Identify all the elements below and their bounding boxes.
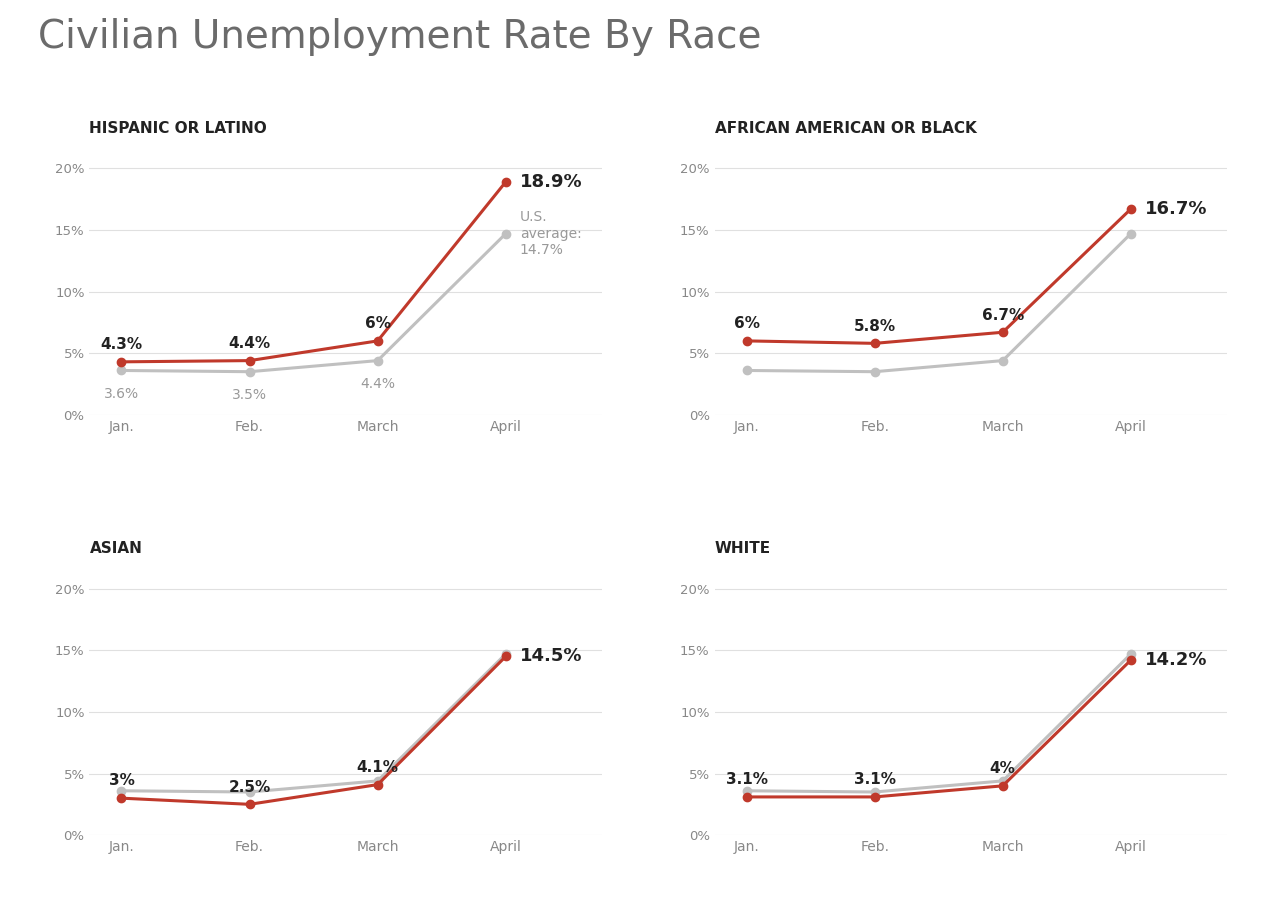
- Text: 5.8%: 5.8%: [854, 319, 896, 334]
- Text: 6%: 6%: [364, 316, 391, 331]
- Text: 14.2%: 14.2%: [1145, 651, 1208, 669]
- Text: 14.5%: 14.5%: [520, 647, 583, 665]
- Text: ASIAN: ASIAN: [89, 541, 142, 556]
- Text: 4%: 4%: [989, 762, 1016, 776]
- Text: 18.9%: 18.9%: [520, 173, 583, 191]
- Text: 4.1%: 4.1%: [357, 760, 399, 775]
- Text: 16.7%: 16.7%: [1145, 200, 1208, 218]
- Text: 4.4%: 4.4%: [229, 336, 271, 351]
- Text: WHITE: WHITE: [714, 541, 771, 556]
- Text: 6%: 6%: [734, 316, 759, 331]
- Text: 3.5%: 3.5%: [233, 388, 267, 402]
- Text: 3%: 3%: [109, 773, 134, 788]
- Text: 2.5%: 2.5%: [229, 779, 271, 795]
- Text: 4.3%: 4.3%: [101, 337, 143, 352]
- Text: HISPANIC OR LATINO: HISPANIC OR LATINO: [89, 120, 267, 136]
- Text: U.S.
average:
14.7%: U.S. average: 14.7%: [520, 210, 581, 257]
- Text: 3.1%: 3.1%: [854, 772, 896, 788]
- Text: 6.7%: 6.7%: [982, 307, 1024, 322]
- Text: 3.1%: 3.1%: [726, 772, 768, 788]
- Text: AFRICAN AMERICAN OR BLACK: AFRICAN AMERICAN OR BLACK: [714, 120, 976, 136]
- Text: 3.6%: 3.6%: [104, 387, 139, 401]
- Text: 4.4%: 4.4%: [360, 377, 395, 392]
- Text: Civilian Unemployment Rate By Race: Civilian Unemployment Rate By Race: [38, 18, 762, 56]
